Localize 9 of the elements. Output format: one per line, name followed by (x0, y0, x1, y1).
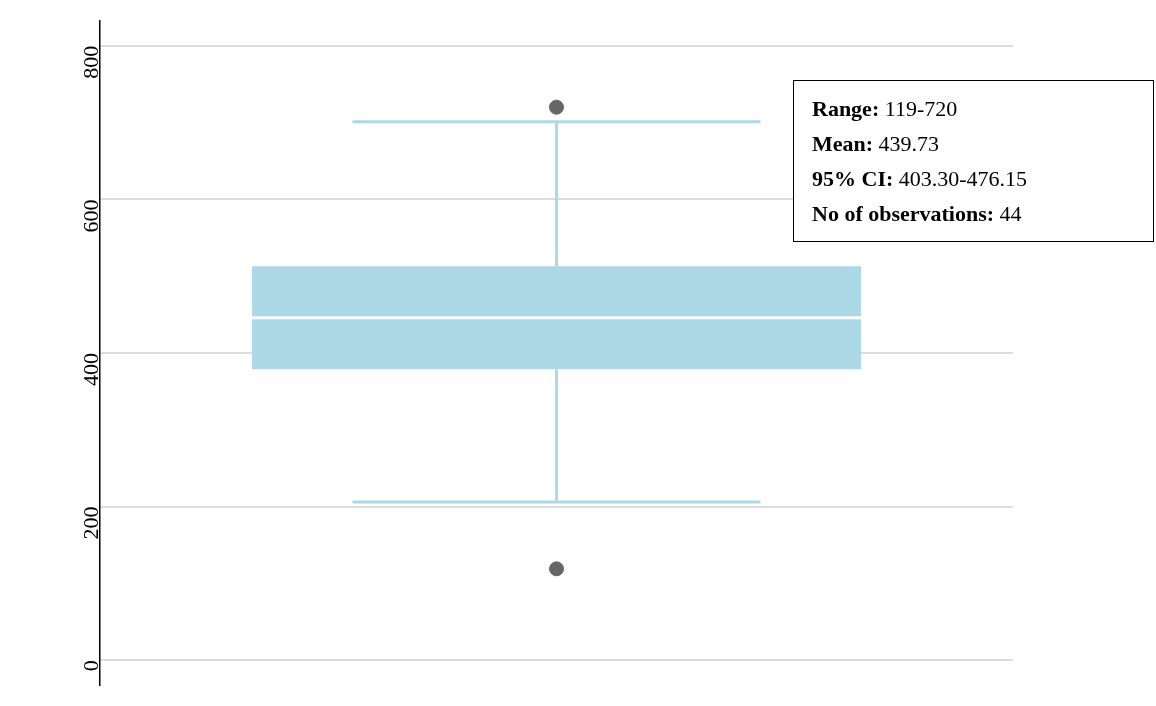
annotation: 95% CI: 403.30-476.15 (812, 166, 1028, 191)
y-tick-label: 600 (77, 199, 103, 233)
annotation: Mean: 439.73 (812, 131, 940, 156)
y-tick-label: 800 (77, 45, 103, 79)
y-tick-label: 200 (77, 506, 103, 540)
y-tick-label: 400 (77, 353, 103, 386)
y-tick-label: 0 (77, 660, 103, 672)
annotation: No of observations: 44 (812, 201, 1022, 226)
annotation: Range: 119-720 (812, 96, 958, 121)
